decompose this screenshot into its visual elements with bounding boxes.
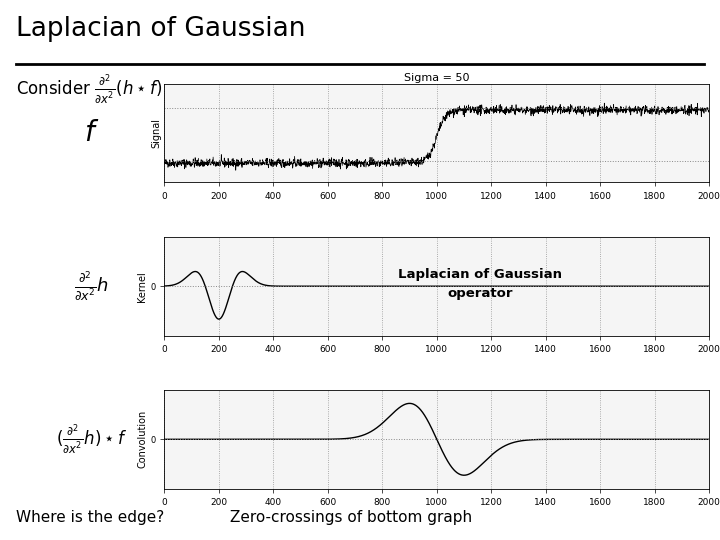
Text: Laplacian of Gaussian
operator: Laplacian of Gaussian operator	[398, 268, 562, 300]
Title: Sigma = 50: Sigma = 50	[404, 73, 469, 83]
Text: Zero-crossings of bottom graph: Zero-crossings of bottom graph	[230, 510, 472, 525]
Y-axis label: Signal: Signal	[152, 118, 161, 148]
Text: $(\frac{\partial^2}{\partial x^2}h) \star f$: $(\frac{\partial^2}{\partial x^2}h) \sta…	[56, 423, 127, 456]
Y-axis label: Convolution: Convolution	[138, 410, 148, 468]
Text: Where is the edge?: Where is the edge?	[16, 510, 164, 525]
Text: $\it{f}$: $\it{f}$	[84, 119, 99, 147]
Text: Laplacian of Gaussian: Laplacian of Gaussian	[16, 16, 305, 42]
Text: Consider $\frac{\partial^2}{\partial x^2}(h \star f)$: Consider $\frac{\partial^2}{\partial x^2…	[16, 73, 162, 106]
Y-axis label: Kernel: Kernel	[138, 271, 148, 301]
Text: $\frac{\partial^2}{\partial x^2}h$: $\frac{\partial^2}{\partial x^2}h$	[74, 269, 109, 303]
